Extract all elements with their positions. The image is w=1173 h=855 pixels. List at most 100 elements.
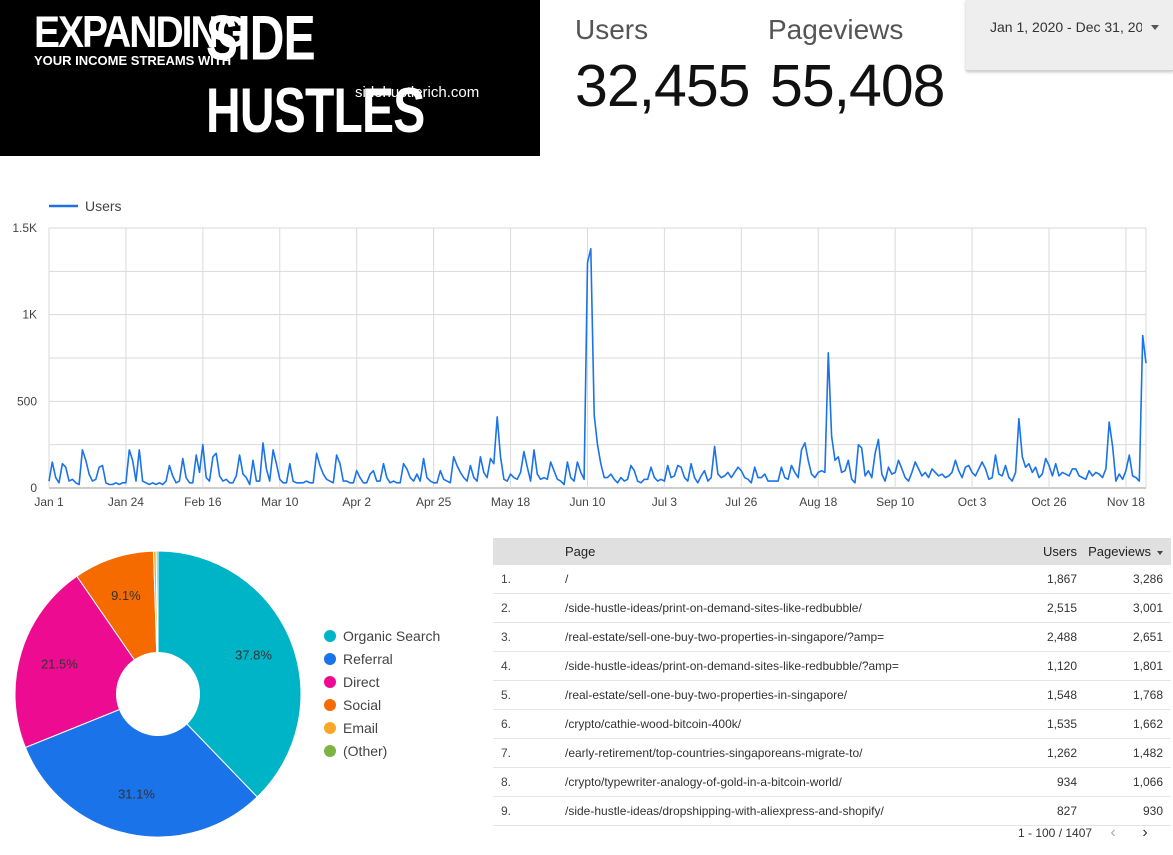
date-range-picker[interactable]: Jan 1, 2020 - Dec 31, 2020 [966, 0, 1173, 71]
row-users: 1,262 [1046, 746, 1077, 760]
header-users[interactable]: Users [1043, 544, 1077, 559]
pagination-range: 1 - 100 / 1407 [1018, 826, 1093, 840]
table-row[interactable]: 9. /side-hustle-ideas/dropshipping-with-a… [493, 797, 1171, 826]
prev-page-button[interactable]: ‹ [1110, 824, 1116, 841]
x-tick-label: Oct 26 [1031, 495, 1067, 509]
row-page: /side-hustle-ideas/print-on-demand-sites… [565, 659, 899, 673]
legend-label: Organic Search [343, 627, 441, 644]
row-pageviews: 1,768 [1132, 688, 1163, 702]
legend-label-users: Users [85, 198, 122, 214]
donut-slice-label: 31.1% [118, 787, 155, 802]
donut-slice-label: 37.8% [235, 648, 272, 663]
row-pageviews: 1,662 [1132, 717, 1163, 731]
row-pageviews: 2,651 [1132, 630, 1163, 644]
table-body: 1. / 1,867 3,286 2. /side-hustle-ideas/print-… [493, 565, 1171, 826]
x-axis: Jan 1 Jan 24 Feb 16 Mar 10 Apr 2 Apr 25 May 18… [34, 495, 1145, 509]
banner-site: sidehustlerich.com [355, 84, 480, 101]
row-page: /early-retirement/top-countries-singapor… [565, 746, 863, 760]
row-index: 6. [501, 717, 512, 731]
pagination: 1 - 100 / 1407 ‹ › [1018, 824, 1156, 842]
table-row[interactable]: 2. /side-hustle-ideas/print-on-demand-sit… [493, 594, 1171, 623]
legend-item: (Other) [324, 739, 440, 762]
legend-label: (Other) [343, 742, 388, 759]
x-tick-label: Oct 3 [958, 495, 987, 509]
row-index: 3. [501, 630, 512, 644]
banner-line2: SIDE HUSTLES [206, 3, 425, 146]
legend-label: Social [343, 696, 382, 713]
users-series-line [48, 248, 1147, 486]
pageviews-scorecard-label: Pageviews [768, 14, 904, 45]
y-tick-label: 0 [30, 481, 37, 495]
donut-slice-label: 9.1% [111, 588, 141, 603]
header-pageviews[interactable]: Pageviews [1077, 544, 1171, 559]
legend-label: Email [343, 719, 379, 736]
next-page-button[interactable]: › [1142, 824, 1148, 841]
legend-dot-icon [324, 721, 336, 734]
users-scorecard-value: 32,455 [575, 53, 750, 119]
table-row[interactable]: 6. /crypto/cathie-wood-bitcoin-400k/1,535… [493, 710, 1171, 739]
channel-donut-chart: 37.8% 31.1% 21.5% 9.1% [14, 550, 302, 838]
row-pageviews: 3,001 [1132, 601, 1163, 615]
x-tick-label: Jul 26 [725, 495, 757, 509]
donut-labels: 37.8% 31.1% 21.5% 9.1% [41, 588, 272, 802]
x-tick-label: Sep 10 [876, 495, 914, 509]
row-users: 1,535 [1046, 717, 1077, 731]
y-axis: 0 500 1K 1.5K [12, 221, 37, 495]
row-users: 827 [1056, 804, 1077, 818]
pageviews-scorecard-value: 55,408 [770, 53, 945, 119]
row-users: 1,548 [1046, 688, 1077, 702]
y-tick-label: 1K [22, 308, 37, 322]
legend-label: Direct [343, 673, 380, 690]
y-tick-label: 1.5K [12, 221, 37, 235]
x-tick-label: Jul 3 [652, 495, 678, 509]
table-row[interactable]: 4. /side-hustle-ideas/print-on-demand-sit… [493, 652, 1171, 681]
row-page: /crypto/typewriter-analogy-of-gold-in-a-… [565, 775, 842, 789]
users-scorecard-label: Users [575, 14, 649, 45]
donut-slice-label: 21.5% [41, 656, 78, 671]
row-pageviews: 1,482 [1132, 746, 1163, 760]
date-range-value: Jan 1, 2020 - Dec 31, 2020 [990, 19, 1142, 35]
row-page: /side-hustle-ideas/dropshipping-with-ali… [565, 804, 884, 818]
x-tick-label: Mar 10 [261, 495, 299, 509]
table-row[interactable]: 5. /real-estate/sell-one-buy-two-properti… [493, 681, 1171, 710]
chart-grid [48, 227, 1147, 489]
banner-line3: YOUR INCOME STREAMS WITH [34, 53, 232, 68]
table-row[interactable]: 8. /crypto/typewriter-analogy-of-gold-in-… [493, 768, 1171, 797]
table-row[interactable]: 7. /early-retirement/top-countries-singap… [493, 739, 1171, 768]
row-users: 2,488 [1046, 630, 1077, 644]
row-users: 2,515 [1046, 601, 1077, 615]
row-page: /crypto/cathie-wood-bitcoin-400k/ [565, 717, 742, 731]
row-index: 1. [501, 572, 512, 586]
chart-legend: Users [49, 198, 122, 214]
table-header: Page Users Pageviews [493, 538, 1171, 565]
legend-item: Email [324, 716, 440, 739]
x-tick-label: Jan 24 [108, 495, 144, 509]
row-pageviews: 930 [1142, 804, 1163, 818]
row-page: /side-hustle-ideas/print-on-demand-sites… [565, 601, 862, 615]
users-line-chart: Users 0 500 1K 1.5K Jan 1 Jan 24 Feb 16 Mar 10… [12, 198, 1147, 509]
row-users: 934 [1056, 775, 1077, 789]
banner-logo: EXPANDING SIDE HUSTLES YOUR INCOME STREA… [0, 0, 540, 156]
x-tick-label: May 18 [491, 495, 531, 509]
row-index: 2. [501, 601, 512, 615]
table-row[interactable]: 1. / 1,867 3,286 [493, 565, 1171, 594]
x-tick-label: Feb 16 [184, 495, 222, 509]
donut-hole [116, 652, 200, 736]
sort-desc-icon [1157, 550, 1163, 555]
header-page[interactable]: Page [565, 544, 596, 559]
row-index: 4. [501, 659, 512, 673]
x-tick-label: Nov 18 [1107, 495, 1145, 509]
row-pageviews: 1,801 [1132, 659, 1163, 673]
legend-dot-icon [324, 629, 336, 642]
x-tick-label: Apr 25 [416, 495, 452, 509]
legend-dot-icon [324, 675, 336, 688]
row-page: /real-estate/sell-one-buy-two-properties… [565, 630, 885, 644]
row-index: 7. [501, 746, 512, 760]
donut-legend: Organic Search Referral Direct Social Email (… [324, 624, 440, 762]
header-pageviews-label: Pageviews [1088, 544, 1151, 559]
legend-dot-icon [324, 698, 336, 711]
table-row[interactable]: 3. /real-estate/sell-one-buy-two-properti… [493, 623, 1171, 652]
legend-item: Organic Search [324, 624, 440, 647]
row-pageviews: 1,066 [1132, 775, 1163, 789]
donut-slice-organic-search [157, 550, 302, 798]
